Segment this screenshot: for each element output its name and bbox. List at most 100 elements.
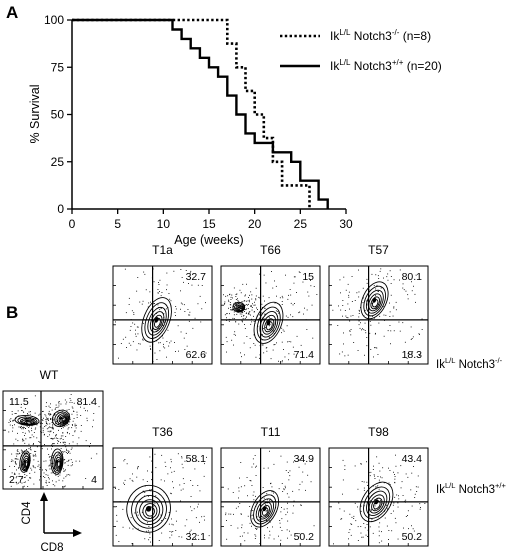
flow-dot <box>313 286 315 287</box>
flow-dot <box>272 349 274 351</box>
flow-dot <box>87 410 88 412</box>
flow-plot-title: T98 <box>368 425 389 439</box>
flow-dot <box>287 316 289 318</box>
flow-dot <box>63 477 65 479</box>
flow-dot <box>374 333 376 335</box>
flow-dot <box>190 496 192 497</box>
flow-dot <box>47 419 49 421</box>
contour-ring <box>50 448 64 475</box>
flow-dot <box>48 481 50 483</box>
flow-dot <box>132 528 134 530</box>
flow-dot <box>12 430 13 432</box>
contour-ring <box>253 494 277 525</box>
flow-dot <box>349 330 351 332</box>
flow-dot <box>67 464 69 466</box>
flow-dot <box>50 426 52 428</box>
flow-dot <box>120 343 122 344</box>
flow-dot <box>253 315 254 317</box>
cd4-axis-label: CD4 <box>21 501 33 525</box>
flow-dot <box>230 309 232 311</box>
flow-dot <box>50 430 52 432</box>
flow-dot <box>256 529 258 530</box>
flow-dot <box>159 291 160 292</box>
flow-dot <box>85 478 87 479</box>
flow-dot <box>177 453 179 455</box>
flow-dot <box>233 303 235 305</box>
flow-dot <box>204 463 205 465</box>
flow-dot <box>166 284 168 286</box>
flow-dot <box>362 297 364 299</box>
flow-dot <box>43 476 44 477</box>
flow-dot <box>64 451 66 453</box>
flow-dot <box>281 304 283 305</box>
flow-dot <box>51 422 53 423</box>
flow-dot <box>401 481 403 483</box>
flow-dot <box>269 520 271 522</box>
flow-dot <box>55 434 57 436</box>
flow-dot <box>231 339 233 341</box>
flow-dot <box>390 513 392 514</box>
flow-dot <box>190 506 191 508</box>
flow-dot <box>168 523 170 525</box>
flow-dot <box>85 410 86 412</box>
flow-dot <box>73 402 75 404</box>
flow-dot <box>393 306 395 308</box>
flow-dot <box>252 514 254 516</box>
flow-dot <box>56 469 58 470</box>
flow-dot <box>64 425 66 427</box>
flow-dot <box>46 422 47 424</box>
flow-dot <box>407 476 409 478</box>
flow-dot <box>32 454 34 456</box>
flow-dot <box>192 327 194 329</box>
flow-dot <box>195 537 196 539</box>
flow-dot <box>186 345 188 347</box>
flow-dot <box>52 443 54 445</box>
flow-dot <box>366 481 368 483</box>
flow-dot <box>249 522 251 524</box>
flow-dot <box>151 460 153 462</box>
flow-dot <box>378 535 380 537</box>
flow-dot <box>274 344 276 345</box>
flow-dot <box>70 399 72 401</box>
flow-dot <box>281 327 283 329</box>
flow-dot <box>10 461 12 462</box>
quadrant-value-lower-right: 62.6 <box>186 349 207 361</box>
flow-dot <box>78 403 80 405</box>
flow-dot <box>168 293 170 294</box>
flow-dot <box>27 459 28 460</box>
flow-dot <box>154 303 155 304</box>
flow-dot <box>373 356 374 358</box>
flow-dot <box>379 270 381 272</box>
flow-dot <box>92 419 94 421</box>
flow-dot <box>244 309 246 310</box>
flow-dot <box>392 504 394 506</box>
flow-dot <box>157 304 159 306</box>
flow-dot <box>57 412 59 414</box>
flow-dot <box>410 326 412 328</box>
flow-dot <box>228 513 230 515</box>
flow-dot <box>390 330 392 332</box>
flow-dot <box>394 481 396 483</box>
flow-dot <box>34 428 36 430</box>
flow-dot <box>307 291 309 293</box>
flow-dot <box>287 520 289 522</box>
flow-dot <box>364 330 366 331</box>
flow-dot <box>289 470 291 472</box>
flow-dot <box>27 479 29 481</box>
flow-dot <box>16 476 18 477</box>
flow-dot <box>366 524 368 525</box>
flow-dot <box>242 283 244 285</box>
flow-dot <box>245 309 247 311</box>
flow-dot <box>70 394 72 395</box>
flow-dot <box>232 492 234 493</box>
flow-dot <box>17 449 19 451</box>
flow-dot <box>255 295 257 297</box>
flow-dot <box>249 299 250 301</box>
flow-dot <box>397 506 399 508</box>
flow-dot <box>22 451 24 453</box>
flow-dot <box>21 425 22 427</box>
flow-dot <box>35 421 37 423</box>
x-tick-label: 0 <box>69 217 76 231</box>
